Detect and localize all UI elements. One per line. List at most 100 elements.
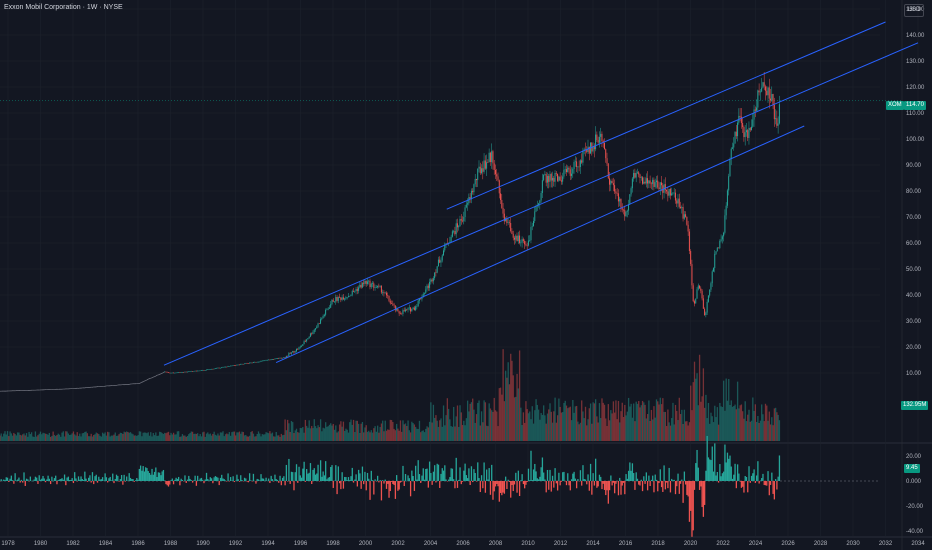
candle-body [655, 180, 657, 183]
volume-bar [739, 405, 741, 441]
time-tick-label: 1978 [1, 541, 15, 547]
oscillator-bar [176, 478, 179, 481]
volume-bar [721, 406, 724, 441]
oscillator-bar [734, 463, 736, 481]
oscillator-bar [109, 476, 111, 481]
candle-body [260, 360, 262, 362]
candle-body [631, 178, 633, 189]
oscillator-bar [219, 477, 222, 481]
oscillator-bar [463, 470, 465, 481]
volume-bar [297, 432, 299, 441]
oscillator-bar [265, 477, 267, 481]
oscillator-bar [338, 481, 341, 484]
volume-bar [518, 350, 521, 441]
candle-body [228, 366, 230, 367]
volume-bar [67, 433, 70, 441]
oscillator-bar [724, 444, 726, 481]
candle-body [549, 173, 551, 182]
oscillator-bar [719, 464, 721, 481]
candle-body [610, 180, 612, 185]
oscillator-bar [5, 477, 7, 481]
volume-bar [581, 400, 583, 441]
oscillator-bar [360, 481, 362, 489]
candle-body [562, 176, 564, 182]
candle-body [440, 260, 442, 263]
oscillator-bar [205, 472, 208, 481]
volume-bar [710, 412, 712, 441]
volume-bar [425, 428, 427, 441]
volume-bar [692, 382, 694, 441]
volume-bar [157, 435, 160, 441]
candle-body [763, 82, 765, 87]
volume-bar [456, 405, 459, 441]
volume-bar [180, 436, 182, 441]
candle-body [426, 285, 428, 290]
oscillator-bar [255, 481, 257, 484]
volume-bar [748, 409, 750, 441]
oscillator-bar [378, 481, 380, 483]
oscillator-bar [453, 479, 455, 481]
candle-body [643, 181, 645, 184]
oscillator-bar [152, 474, 154, 481]
oscillator-bar [203, 481, 205, 484]
oscillator-bar [634, 481, 636, 490]
candle-body [507, 222, 509, 223]
candle-body [735, 131, 737, 137]
price-axis[interactable]: 150.00140.00130.00120.00110.00100.0090.0… [906, 7, 925, 377]
volume-bar [333, 429, 336, 441]
candle-body [382, 292, 384, 293]
time-axis[interactable]: 1978 1980 1982 1984 1986 1988 1990 1992 1994 1996… [1, 541, 925, 547]
candle-body [720, 239, 722, 241]
channel-lines[interactable] [163, 21, 919, 366]
volume-bar [216, 435, 218, 441]
volume-bar [723, 380, 725, 441]
candle-body [534, 211, 536, 222]
time-tick-label: 1982 [66, 541, 80, 547]
volume-bar [472, 398, 474, 441]
oscillator-bar [774, 479, 777, 481]
oscillator-bar [739, 481, 741, 482]
oscillator-bar [63, 474, 66, 481]
candle-body [190, 371, 192, 372]
candle-body [712, 268, 714, 272]
volume-bar [453, 406, 455, 441]
volume-bar [112, 435, 114, 441]
candle-body [696, 289, 698, 299]
oscillator-bar [733, 474, 735, 481]
volume-bar [10, 433, 12, 441]
candle-body [422, 293, 424, 298]
oscillator-bar [714, 443, 716, 481]
volume-bar [406, 425, 408, 441]
volume-bar [507, 362, 509, 441]
volume-bar [501, 394, 503, 441]
volume-bar [142, 432, 144, 441]
volume-bar [763, 421, 765, 441]
volume-bar [430, 402, 432, 441]
oscillator-bar [611, 481, 613, 486]
volume-bar [17, 432, 19, 441]
oscillator-bar [332, 481, 334, 488]
oscillator-axis[interactable]: 20.000.000-20.00-40.00 [906, 454, 924, 535]
volume-bar [380, 423, 383, 441]
volume-bar [128, 432, 130, 441]
oscillator-bar [544, 479, 546, 481]
oscillator-bar [162, 469, 165, 481]
volume-bar [672, 402, 674, 441]
oscillator-bar [237, 479, 239, 481]
volume-bar [440, 418, 442, 441]
oscillator-bar [148, 473, 151, 481]
volume-bar [474, 422, 476, 441]
oscillator-bar [214, 476, 217, 481]
volume-bar [284, 419, 286, 441]
volume-bar [725, 378, 727, 441]
volume-bar [754, 404, 757, 441]
candle-body [699, 285, 701, 289]
oscillator-bar [541, 457, 544, 481]
volume-bar [290, 421, 293, 441]
volume-bar [505, 370, 507, 441]
oscillator-bar [120, 475, 123, 481]
volume-bar [404, 423, 407, 441]
currency-button[interactable]: USD [904, 4, 924, 17]
volume-bar [758, 422, 760, 441]
